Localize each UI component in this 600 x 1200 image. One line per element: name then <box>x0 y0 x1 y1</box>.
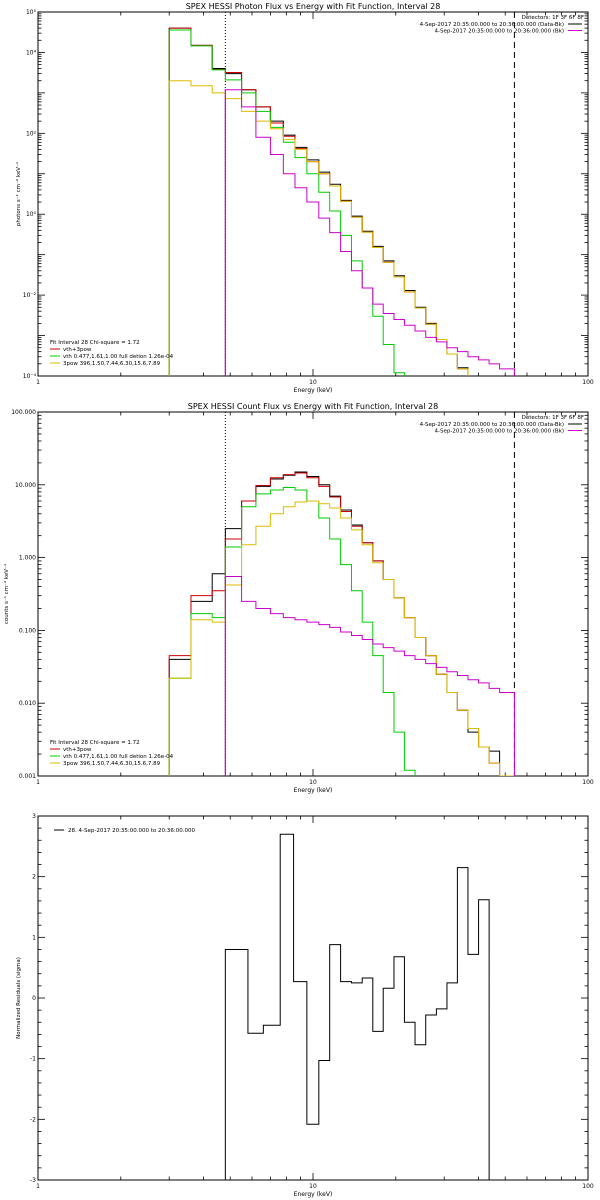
legend-entry: vth+3pow <box>63 347 92 353</box>
legend-entry: vth+3pow <box>63 747 92 753</box>
series-residuals <box>224 833 490 1180</box>
fit-interval-label: Fit Interval 28 Chi-square = 1.72 <box>50 340 140 346</box>
x-tick-label: 1 <box>36 779 40 786</box>
series-vth <box>168 29 405 376</box>
y-tick-label: 0 <box>32 995 36 1002</box>
x-axis-label: Energy (keV) <box>294 787 333 794</box>
x-tick-label: 10 <box>309 1183 317 1190</box>
x-tick-label: 1 <box>36 1183 40 1190</box>
x-tick-label: 100 <box>582 379 594 386</box>
series-bk <box>224 89 515 376</box>
legend-entry: vth 0.477,1.61,1.00 full detion 1.26e-04 <box>63 754 174 760</box>
detectors-label: Detectors: 1F 3F 6F 8F <box>522 15 584 21</box>
y-axis-label: photons s⁻¹ cm⁻² keV⁻¹ <box>15 162 22 226</box>
y-axis-label: Normalized Residuals (sigma) <box>16 957 22 1039</box>
y-tick-label: 10⁻² <box>23 292 37 299</box>
series-3pow <box>168 80 469 376</box>
y-tick-label: 1 <box>32 934 36 941</box>
x-tick-label: 1 <box>36 379 40 386</box>
legend-entry: vth 0.477,1.61,1.00 full detion 1.26e-04 <box>63 354 174 360</box>
y-tick-label: 1.000 <box>19 555 36 562</box>
y-tick-label: 10⁻⁴ <box>23 373 37 380</box>
series-vth-3pow <box>168 472 515 776</box>
chart-residuals: 1 10 100 Energy (keV) -3 -2 -1 0 1 2 3 Normalized R… <box>16 813 594 1198</box>
y-tick-label: 2 <box>32 874 36 881</box>
y-axis-label: counts s⁻¹ cm⁻² keV⁻¹ <box>3 564 10 624</box>
x-tick-label: 100 <box>582 1183 594 1190</box>
y-tick-label: 3 <box>32 813 36 820</box>
y-tick-label: 0.001 <box>19 773 36 780</box>
series-3pow <box>168 500 515 776</box>
y-tick-label: 10⁵ <box>26 9 37 16</box>
series-group <box>168 27 515 376</box>
y-tick-label: 10.000 <box>15 482 36 489</box>
chart-title: SPEX HESSI Photon Flux vs Energy with Fi… <box>186 2 441 11</box>
legend-entry: 28. 4-Sep-2017 20:35:00.000 to 20:36:00.… <box>68 828 195 834</box>
plot-frame <box>37 11 589 377</box>
series-group <box>168 471 515 776</box>
y-tick-label: -2 <box>30 1116 36 1123</box>
y-tick-label: 100.000 <box>11 409 36 416</box>
detectors-label: Detectors: 1F 3F 6F 8F <box>522 415 584 421</box>
y-tick-label: 10⁴ <box>26 49 37 56</box>
plot-frame <box>37 815 589 1181</box>
chart-count: SPEX HESSI Count Flux vs Energy with Fit… <box>3 402 594 794</box>
y-tick-label: 10⁰ <box>26 211 37 218</box>
x-tick-label: 10 <box>309 379 317 386</box>
x-tick-label: 10 <box>309 779 317 786</box>
series-bk <box>224 576 515 776</box>
time-range-label: 4-Sep-2017 20:35:00.000 to 20:36:00.000 … <box>435 429 565 435</box>
series-data-bk <box>168 27 469 376</box>
time-range-label: 4-Sep-2017 20:35:00.000 to 20:36:00.000 … <box>435 29 565 35</box>
plot-frame <box>37 411 589 777</box>
fit-interval-label: Fit Interval 28 Chi-square = 1.72 <box>50 740 140 746</box>
y-tick-label: 0.100 <box>19 627 36 634</box>
chart-photon: SPEX HESSI Photon Flux vs Energy with Fi… <box>15 2 594 394</box>
series-vth <box>168 486 416 776</box>
y-tick-label: 0.010 <box>19 700 36 707</box>
legend-entry: 3pow 396,1.50,7.44,6.30,15.6,7.89 <box>63 361 161 367</box>
y-tick-label: 10² <box>26 130 37 137</box>
x-tick-label: 100 <box>582 779 594 786</box>
time-range-label: 4-Sep-2017 20:35:00.000 to 20:36:00.000 … <box>420 422 564 428</box>
time-range-label: 4-Sep-2017 20:35:00.000 to 20:36:00.000 … <box>420 22 564 28</box>
series-vth-3pow <box>168 27 469 376</box>
x-axis-label: Energy (keV) <box>294 387 333 394</box>
legend-entry: 3pow 396,1.50,7.44,6.30,15.6,7.89 <box>63 761 161 767</box>
chart-title: SPEX HESSI Count Flux vs Energy with Fit… <box>188 402 439 411</box>
y-tick-label: -1 <box>30 1056 36 1063</box>
x-axis-label: Energy (keV) <box>294 1191 333 1198</box>
series-group <box>224 833 490 1180</box>
y-tick-label: -3 <box>30 1177 36 1184</box>
